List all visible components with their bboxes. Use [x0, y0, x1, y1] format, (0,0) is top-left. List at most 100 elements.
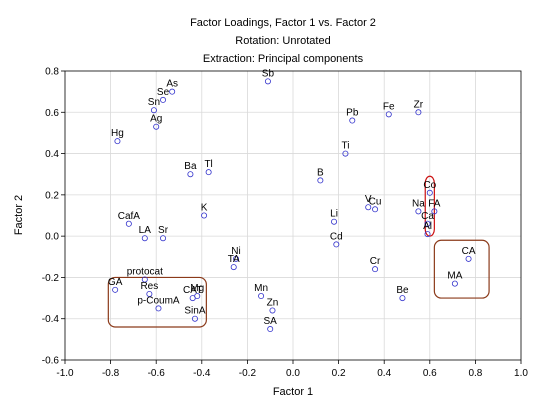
point-label: Co	[423, 180, 436, 191]
x-tick-label: -1.0	[56, 368, 74, 379]
point-label: Pb	[346, 108, 359, 119]
point-label: SinA	[184, 306, 205, 317]
point-marker	[426, 189, 433, 196]
point-marker	[258, 293, 265, 300]
point-marker	[269, 307, 276, 314]
point-marker	[141, 235, 148, 242]
point-label: Zr	[414, 99, 424, 110]
point-marker	[331, 218, 338, 225]
point-marker	[424, 231, 431, 238]
point-label: Mn	[254, 283, 268, 294]
point-marker	[114, 138, 121, 145]
x-tick-label: 0.0	[286, 368, 300, 379]
point-marker	[146, 290, 153, 297]
y-tick-label: -0.4	[42, 314, 60, 325]
y-tick-label: -0.2	[42, 273, 60, 284]
point-label: CAT	[183, 285, 202, 296]
point-label: p-CoumA	[137, 295, 180, 306]
point-marker	[451, 280, 458, 287]
point-marker	[365, 204, 372, 211]
point-label: Sb	[262, 68, 275, 79]
point-label: Se	[157, 87, 170, 98]
point-marker	[125, 220, 132, 227]
point-label: CafA	[118, 211, 141, 222]
point-marker	[333, 241, 340, 248]
point-marker	[399, 295, 406, 302]
point-label: Be	[396, 285, 409, 296]
point-marker	[187, 171, 194, 178]
point-label: As	[166, 79, 178, 90]
point-label: CA	[462, 246, 476, 257]
point-marker	[160, 96, 167, 103]
point-label: LA	[139, 225, 152, 236]
point-label: Res	[140, 281, 158, 292]
point-label: TA	[228, 254, 240, 265]
point-marker	[189, 295, 196, 302]
x-axis-label: Factor 1	[273, 386, 313, 398]
point-label: Hg	[111, 128, 124, 139]
point-label: Fe	[383, 101, 395, 112]
x-tick-label: 0.4	[377, 368, 391, 379]
point-marker	[431, 208, 438, 215]
highlight-box	[424, 175, 435, 237]
point-label: Ca	[421, 211, 434, 222]
point-label: protocat	[127, 266, 163, 277]
point-label: SA	[264, 316, 278, 327]
point-label: Sr	[158, 225, 169, 236]
point-label: Ag	[150, 114, 162, 125]
point-label: Ti	[341, 141, 349, 152]
point-label: Na	[412, 198, 425, 209]
x-tick-label: -0.4	[193, 368, 211, 379]
point-marker	[342, 150, 349, 157]
point-label: Ba	[184, 161, 197, 172]
x-tick-label: 0.8	[468, 368, 482, 379]
point-label: K	[201, 203, 208, 214]
y-tick-label: 0.4	[45, 149, 59, 160]
y-tick-label: -0.6	[42, 356, 60, 367]
y-axis-label: Factor 2	[13, 195, 25, 235]
point-marker	[169, 88, 176, 95]
point-marker	[264, 78, 271, 85]
y-tick-label: 0.0	[45, 232, 59, 243]
point-marker	[232, 255, 239, 262]
point-label: Al	[423, 221, 432, 232]
point-marker	[112, 286, 119, 293]
point-label: B	[317, 167, 324, 178]
point-marker	[191, 315, 198, 322]
point-marker	[317, 177, 324, 184]
x-tick-label: 1.0	[514, 368, 528, 379]
y-tick-label: 0.2	[45, 190, 59, 201]
point-label: Mg	[190, 283, 204, 294]
point-label: Cu	[369, 196, 382, 207]
point-marker	[201, 212, 208, 219]
point-marker	[385, 111, 392, 118]
point-label: Zn	[267, 297, 279, 308]
chart-subtitle-rotation: Rotation: Unrotated	[235, 35, 330, 47]
point-label: Li	[330, 209, 338, 220]
point-label: Cr	[370, 256, 381, 267]
x-tick-label: 0.2	[332, 368, 346, 379]
y-tick-label: 0.6	[45, 108, 59, 119]
x-tick-label: -0.6	[148, 368, 166, 379]
point-marker	[160, 235, 167, 242]
point-label: V	[365, 194, 372, 205]
point-label: Cd	[330, 231, 343, 242]
chart-subtitle-extraction: Extraction: Principal components	[203, 53, 364, 65]
point-marker	[205, 169, 212, 176]
point-marker	[153, 123, 160, 130]
highlight-box	[107, 276, 207, 328]
point-marker	[155, 305, 162, 312]
point-marker	[349, 117, 356, 124]
highlight-box	[433, 239, 490, 299]
point-marker	[415, 109, 422, 116]
point-marker	[267, 326, 274, 333]
point-marker	[415, 208, 422, 215]
point-label: Ni	[231, 246, 240, 257]
point-marker	[230, 264, 237, 271]
x-tick-label: -0.8	[102, 368, 120, 379]
point-label: Tl	[204, 159, 212, 170]
point-marker	[141, 276, 148, 283]
point-label: GA	[108, 277, 123, 288]
